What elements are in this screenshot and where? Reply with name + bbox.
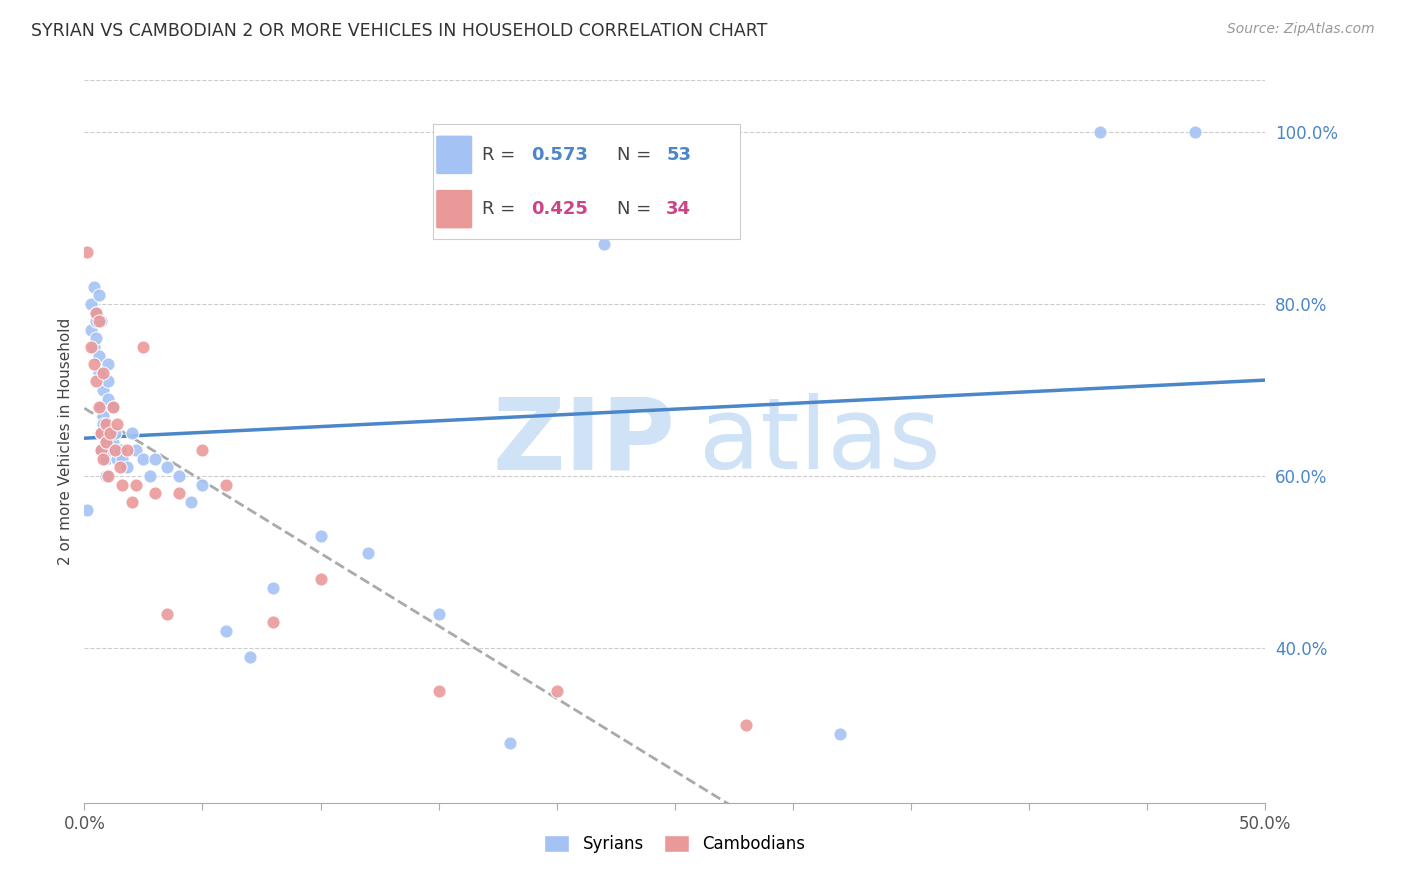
Point xyxy=(239,649,262,664)
Point xyxy=(111,451,134,466)
Point xyxy=(94,434,117,449)
Point xyxy=(734,718,756,732)
Text: atlas: atlas xyxy=(699,393,941,490)
Point xyxy=(357,546,380,560)
Point xyxy=(101,400,124,414)
Point xyxy=(90,314,112,328)
Point xyxy=(309,572,332,586)
Point xyxy=(1088,125,1111,139)
Point xyxy=(90,400,112,414)
Point xyxy=(104,425,127,440)
Point xyxy=(427,684,450,698)
Point xyxy=(83,279,105,293)
Point xyxy=(98,425,121,440)
Point xyxy=(215,624,238,638)
Point xyxy=(98,425,121,440)
Point xyxy=(167,469,190,483)
Point xyxy=(87,366,110,380)
Point xyxy=(94,469,117,483)
Point xyxy=(111,477,134,491)
Point xyxy=(107,417,129,432)
Point xyxy=(167,486,190,500)
Point xyxy=(91,451,114,466)
Point xyxy=(90,425,112,440)
Point xyxy=(91,409,114,423)
Point xyxy=(427,607,450,621)
Point xyxy=(94,417,117,432)
Point xyxy=(87,349,110,363)
Point xyxy=(125,443,148,458)
Point xyxy=(143,486,166,500)
Point xyxy=(121,425,143,440)
Point xyxy=(191,443,214,458)
Point xyxy=(1184,125,1206,139)
Point xyxy=(91,417,114,432)
Point xyxy=(108,443,131,458)
Point xyxy=(107,451,129,466)
Point xyxy=(262,581,284,595)
Point xyxy=(97,375,120,389)
Point xyxy=(125,477,148,491)
Point xyxy=(83,340,105,354)
Point xyxy=(101,434,124,449)
Point xyxy=(97,357,120,371)
Point xyxy=(156,460,179,475)
Point xyxy=(156,607,179,621)
Point xyxy=(80,323,103,337)
Point xyxy=(180,494,202,508)
Text: Source: ZipAtlas.com: Source: ZipAtlas.com xyxy=(1227,22,1375,37)
Point xyxy=(94,451,117,466)
Point xyxy=(84,375,107,389)
Point xyxy=(139,469,162,483)
Point xyxy=(83,357,105,371)
Point xyxy=(84,305,107,319)
Point xyxy=(84,331,107,345)
Point xyxy=(84,314,107,328)
Point xyxy=(98,443,121,458)
Point xyxy=(84,305,107,319)
Text: SYRIAN VS CAMBODIAN 2 OR MORE VEHICLES IN HOUSEHOLD CORRELATION CHART: SYRIAN VS CAMBODIAN 2 OR MORE VEHICLES I… xyxy=(31,22,768,40)
Point xyxy=(80,297,103,311)
Point xyxy=(97,469,120,483)
Point xyxy=(132,451,155,466)
Point xyxy=(215,477,238,491)
Point xyxy=(830,727,852,741)
Point xyxy=(91,366,114,380)
Point xyxy=(101,400,124,414)
Point xyxy=(91,383,114,397)
Point xyxy=(87,400,110,414)
Point xyxy=(90,425,112,440)
Point xyxy=(87,314,110,328)
Legend: Syrians, Cambodians: Syrians, Cambodians xyxy=(537,828,813,860)
Point xyxy=(191,477,214,491)
Point xyxy=(262,615,284,630)
Point xyxy=(132,340,155,354)
Point xyxy=(143,451,166,466)
Point xyxy=(90,443,112,458)
Point xyxy=(115,443,138,458)
Point xyxy=(309,529,332,543)
Point xyxy=(593,236,616,251)
Point xyxy=(97,392,120,406)
Y-axis label: 2 or more Vehicles in Household: 2 or more Vehicles in Household xyxy=(58,318,73,566)
Point xyxy=(90,443,112,458)
Point xyxy=(76,245,98,260)
Point xyxy=(80,340,103,354)
Point xyxy=(87,288,110,302)
Point xyxy=(498,735,520,749)
Point xyxy=(121,494,143,508)
Point xyxy=(76,503,98,517)
Point xyxy=(115,460,138,475)
Text: ZIP: ZIP xyxy=(492,393,675,490)
Point xyxy=(108,460,131,475)
Point xyxy=(104,443,127,458)
Point xyxy=(94,434,117,449)
Point xyxy=(546,684,568,698)
